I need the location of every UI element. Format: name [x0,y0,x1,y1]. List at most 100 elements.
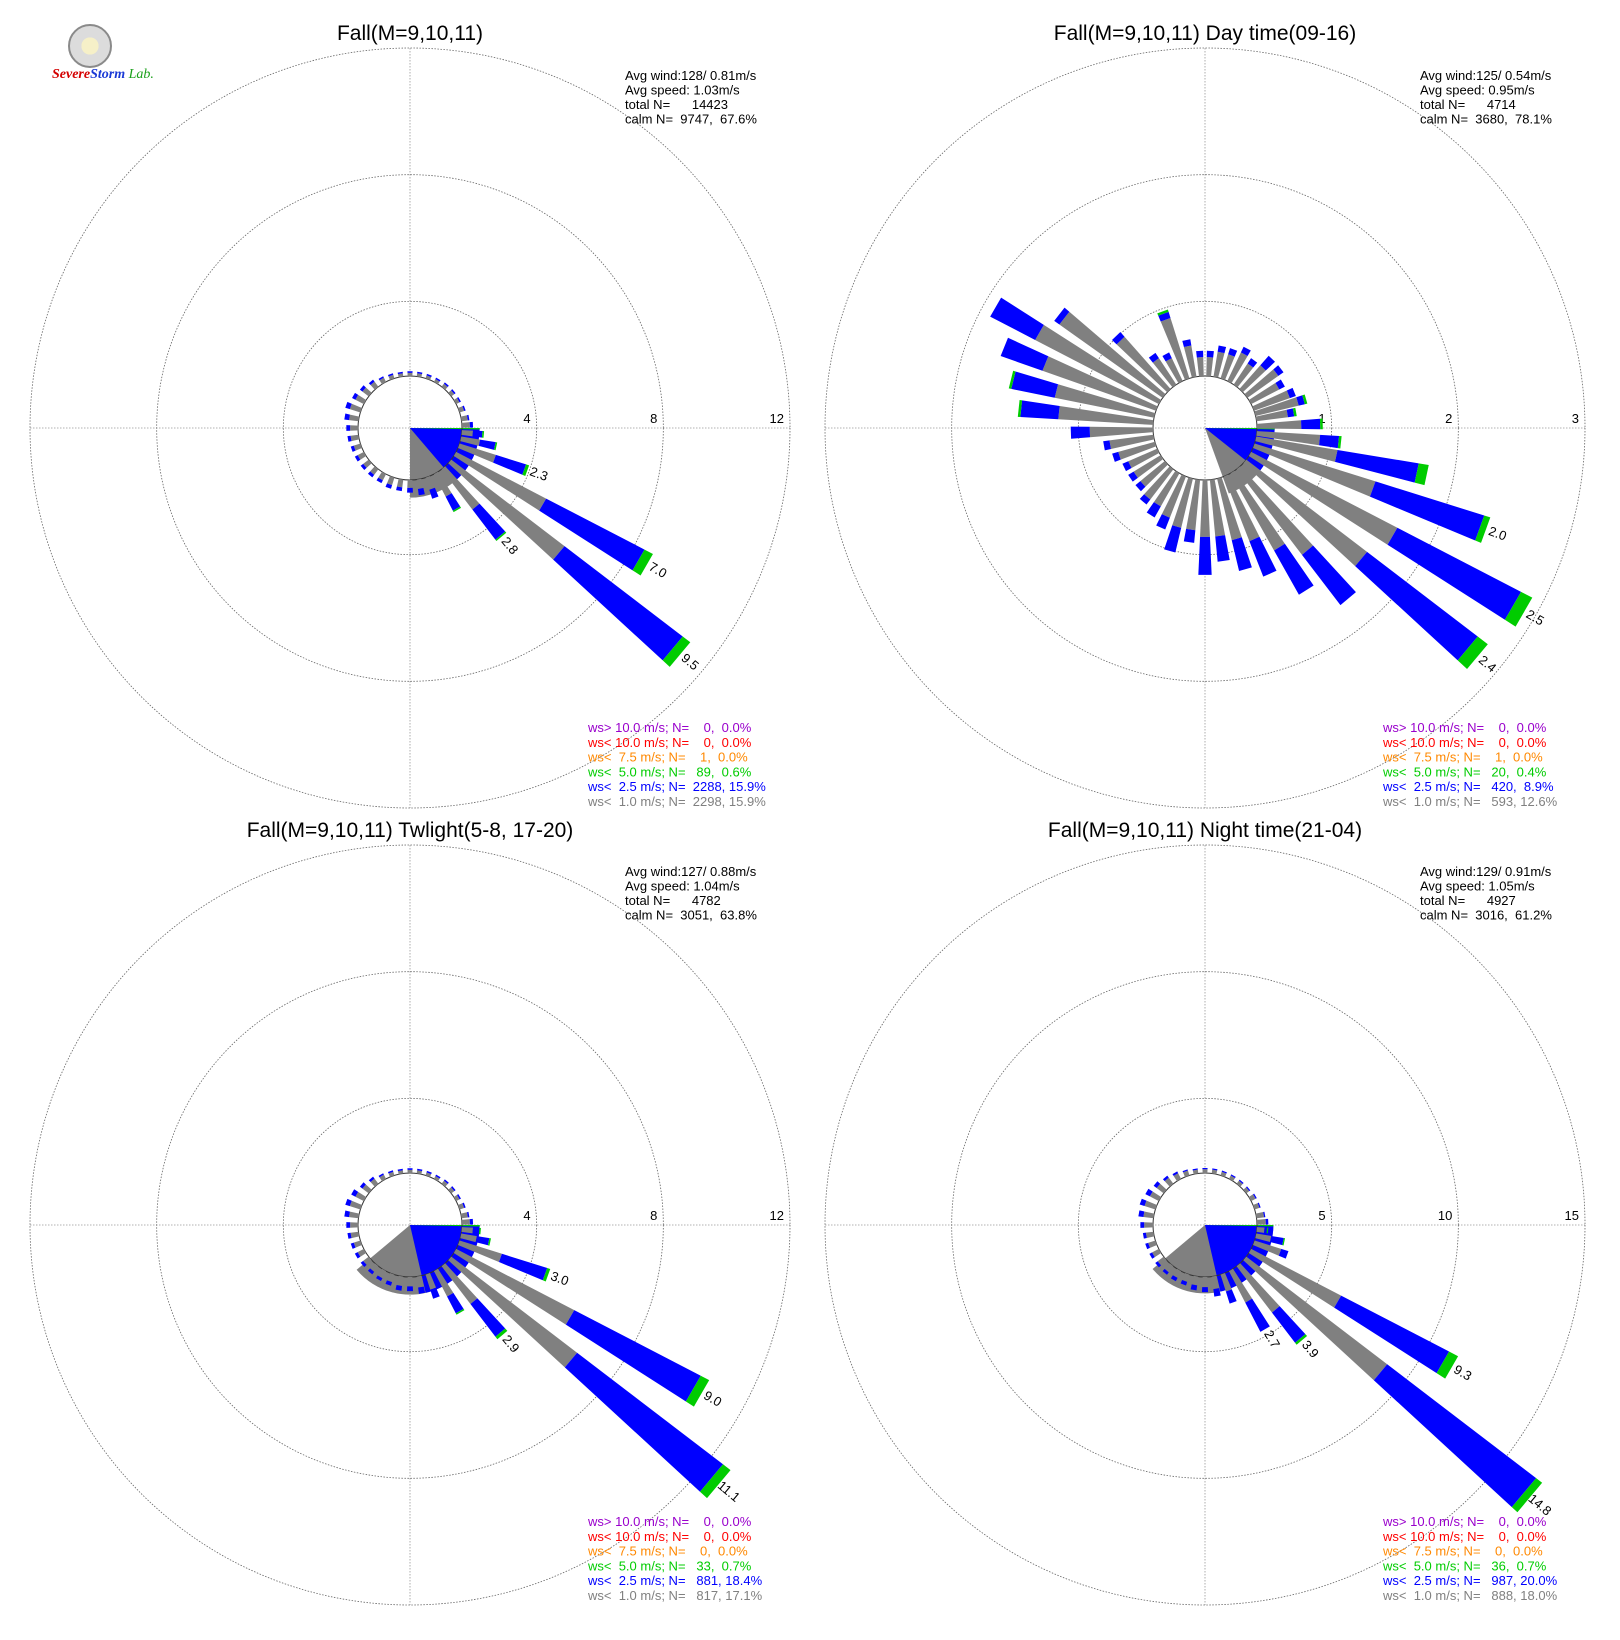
bar-segment-blue [1274,543,1314,595]
bar-segment-gray [1256,1227,1265,1233]
ring-label: 8 [650,1208,657,1223]
bar-segment-gray [448,459,565,560]
bar-segment-gray [355,394,367,405]
bar-segment-gray [1161,474,1187,518]
bar-value-label: 3.9 [1299,1337,1322,1360]
bar-segment-blue [1192,1168,1198,1171]
bar-segment-blue [1011,371,1059,398]
bar-segment-gray [461,1227,474,1234]
bar-segment-gray [458,443,496,463]
bar-segment-gray [1253,1203,1260,1210]
legend-entry: ws< 7.5 m/s; N= 0, 0.0% [587,1544,748,1559]
bar-segment-blue [1273,365,1284,376]
bar-segment-gray [1256,420,1302,430]
bar-segment-blue [553,546,683,661]
stats-line: total N= 4714 [1420,97,1516,112]
bar-segment-gray [349,1211,360,1219]
bar-segment-green [487,1238,491,1246]
bar-segment-gray [458,406,465,413]
bar-segment-gray [1253,443,1376,497]
legend-entry: ws< 5.0 m/s; N= 33, 0.7% [587,1558,752,1573]
chart-title: Fall(M=9,10,11) Night time(21-04) [1048,819,1362,842]
legend-entry: ws< 1.0 m/s; N= 817, 17.1% [587,1588,763,1603]
bar-segment-gray [1143,1211,1155,1219]
bar-segment-blue [1054,307,1070,325]
bar-segment-green [1457,636,1488,669]
bar-segment-blue [1301,545,1356,606]
bar-segment-green [1017,399,1023,418]
bar-segment-blue [1253,1193,1257,1199]
bar-segment-blue [359,1182,366,1189]
bar-segment-blue [1215,535,1230,562]
bar-value-label: 2.7 [1261,1328,1283,1351]
bar-segment-blue [407,487,413,493]
bar-segment-blue [426,373,432,378]
bar-segment-blue [376,1275,383,1282]
bar-segment-blue [1202,1167,1208,1170]
bar-segment-gray [416,373,423,378]
bar-segment-gray [1220,1273,1232,1292]
stats-line: Avg speed: 1.03m/s [625,83,740,98]
bar-segment-blue [1387,527,1522,620]
bar-segment-gray [448,1187,455,1194]
bar-segment-green [1414,463,1429,486]
bar-segment-gray [1156,1183,1167,1194]
wind-rose-panel-3: Fall(M=9,10,11) Twlight(5-8, 17-20) 4 8 12 3… [29,819,791,1606]
bar-segment-green [1157,309,1169,316]
bar-segment-gray [1228,1175,1236,1182]
bar-segment-blue [418,1286,426,1294]
bar-segment-blue [1135,481,1146,492]
bar-segment-blue [347,435,352,442]
ring-3 [29,844,791,1606]
ring-label: 15 [1565,1208,1579,1223]
bar-segment-gray [458,1240,502,1263]
bar-segment-blue [1155,1261,1162,1268]
bar-segment-blue [564,1352,723,1492]
bar-segment-green [495,531,507,542]
bar-segment-gray [1128,448,1160,469]
bar-segment-blue [565,1310,701,1402]
bar-segment-green [1436,1351,1459,1379]
bar-segment-blue [1182,339,1192,348]
bar-segment-blue [406,1286,414,1292]
bar-segment-blue [472,1227,480,1235]
bar-segment-green [1266,1227,1269,1234]
bar-segment-blue [1201,1287,1209,1293]
bar-segment-blue [1183,528,1196,543]
bar-segment-gray [1243,1256,1388,1381]
bar-segment-gray [397,1170,404,1175]
bar-segment-blue [1230,1174,1236,1178]
bar-segment-blue [1231,537,1252,571]
bar-segment-blue [1249,536,1277,577]
ring-label: 8 [650,411,657,426]
bar-segment-gray [362,1184,372,1194]
bar-segment-gray [388,374,395,380]
ring-label: 1 [1318,411,1325,426]
bar-segment-gray [1248,382,1280,405]
bar-segment-gray [1255,436,1338,462]
bar-segment-gray [1200,479,1210,537]
bar-value-label: 2.8 [498,534,521,557]
bar-segment-gray [1255,1233,1272,1242]
bar-segment-blue [407,1168,413,1170]
bar-segment-gray [448,1256,578,1368]
bar-segment-blue [417,371,423,375]
stats-line: calm N= 3680, 78.1% [1420,112,1552,127]
bar-segment-blue [1296,395,1305,406]
bar-segment-gray [349,1200,362,1210]
bar-segment-blue [1245,1298,1270,1332]
stats-line: Avg wind:128/ 0.81m/s [625,68,757,83]
bar-value-label: 2.0 [1487,523,1509,543]
bar-segment-blue [1020,400,1060,420]
stats-line: Avg wind:127/ 0.88m/s [625,864,757,879]
legend-entry: ws< 1.0 m/s; N= 2298, 15.9% [587,794,766,809]
bar-segment-gray [1233,363,1254,388]
bar-segment-gray [378,471,387,481]
bar-segment-blue [378,1173,384,1178]
bar-segment-blue [1145,1188,1153,1197]
bar-segment-gray [1255,1211,1265,1219]
bar-segment-gray [357,451,367,460]
bar-segment-gray [386,1273,395,1283]
bar-segment-blue [345,401,352,410]
bar-segment-gray [1133,455,1164,478]
